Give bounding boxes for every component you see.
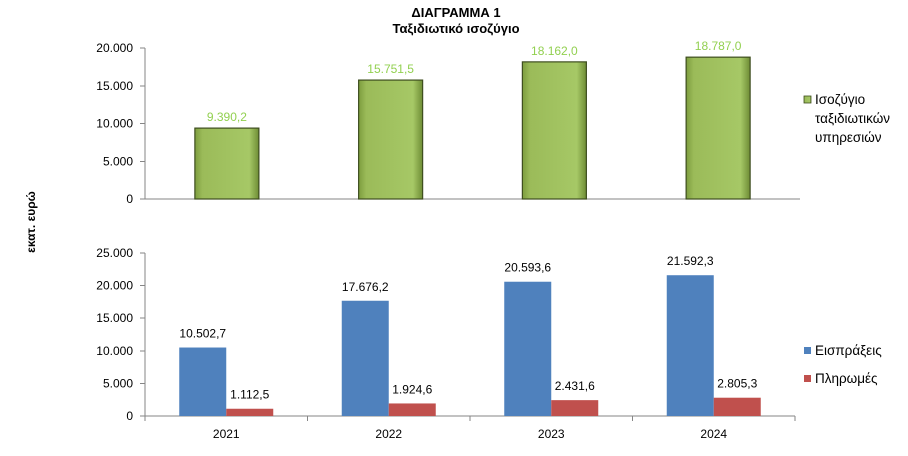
top-y-tick-label: 15.000: [96, 79, 133, 93]
legend-label-balance-line: Ισοζύγιο: [815, 92, 865, 107]
legend-swatch-receipts: [804, 347, 811, 354]
top-y-tick-label: 10.000: [96, 117, 133, 131]
legend-label-receipts: Εισπράξεις: [815, 343, 882, 358]
top-bar-balance: [521, 61, 587, 200]
bottom-data-label-receipts: 21.592,3: [667, 254, 714, 268]
top-data-label: 9.390,2: [207, 110, 247, 124]
top-y-tick-label: 0: [126, 192, 133, 206]
bottom-y-tick-label: 10.000: [96, 344, 133, 358]
bottom-data-label-receipts: 10.502,7: [179, 327, 226, 341]
legend-swatch-payments: [804, 375, 811, 382]
chart-subtitle: Ταξιδιωτικό ισοζύγιο: [392, 21, 519, 36]
bottom-y-tick-label: 20.000: [96, 279, 133, 293]
top-bar-balance: [194, 127, 260, 200]
bottom-bar-receipts: [504, 281, 552, 416]
legend-label-balance: Ισοζύγιο ταξιδιωτικών υπηρεσιών: [815, 92, 890, 145]
top-y-tick-label: 5.000: [103, 154, 133, 168]
legend-label-balance-line: ταξιδιωτικών: [815, 111, 890, 126]
bottom-bar-receipts: [341, 300, 389, 416]
y-axis-label: εκατ. ευρώ: [24, 191, 38, 253]
legend-label-balance-line: υπηρεσιών: [815, 130, 882, 145]
bottom-chart-receipts-payments: 0 5.000 10.000 15.000 20.000 25.000 2021 2022 20…: [96, 246, 882, 441]
top-y-tick-label: 20.000: [96, 41, 133, 55]
bottom-y-tick-label: 5.000: [103, 376, 133, 390]
bottom-x-tick-label: 2023: [538, 427, 565, 441]
bottom-y-tick-label: 15.000: [96, 311, 133, 325]
bottom-bar-payments: [226, 408, 274, 416]
bottom-data-label-payments: 1.924,6: [392, 382, 432, 396]
bottom-data-label-receipts: 17.676,2: [342, 280, 389, 294]
bottom-bar-payments: [713, 397, 761, 416]
bottom-data-label-payments: 2.805,3: [717, 377, 757, 391]
legend-label-payments: Πληρωμές: [815, 371, 878, 386]
bottom-data-label-receipts: 20.593,6: [504, 261, 551, 275]
top-bar-balance: [358, 79, 424, 200]
bottom-bar-receipts: [666, 275, 714, 416]
top-data-label: 18.787,0: [695, 39, 742, 53]
chart-title: ΔΙΑΓΡΑΜΜΑ 1: [411, 5, 500, 20]
bottom-bar-receipts: [179, 347, 227, 416]
bottom-x-tick-label: 2021: [213, 427, 240, 441]
top-chart-balance: 0 5.000 10.000 15.000 20.000 9.390,2 15.751,5 1…: [96, 39, 890, 206]
bottom-data-label-payments: 2.431,6: [555, 379, 595, 393]
bottom-x-tick-label: 2022: [375, 427, 402, 441]
top-bar-balance: [685, 56, 751, 200]
legend-swatch-balance: [803, 95, 812, 104]
bottom-x-tick-label: 2024: [700, 427, 727, 441]
top-data-label: 18.162,0: [531, 44, 578, 58]
bottom-y-tick-label: 25.000: [96, 246, 133, 260]
bottom-bar-payments: [388, 403, 436, 416]
bottom-data-label-payments: 1.112,5: [230, 388, 269, 402]
bottom-y-tick-label: 0: [126, 409, 133, 423]
bottom-bar-payments: [551, 400, 599, 416]
top-data-label: 15.751,5: [367, 62, 414, 76]
